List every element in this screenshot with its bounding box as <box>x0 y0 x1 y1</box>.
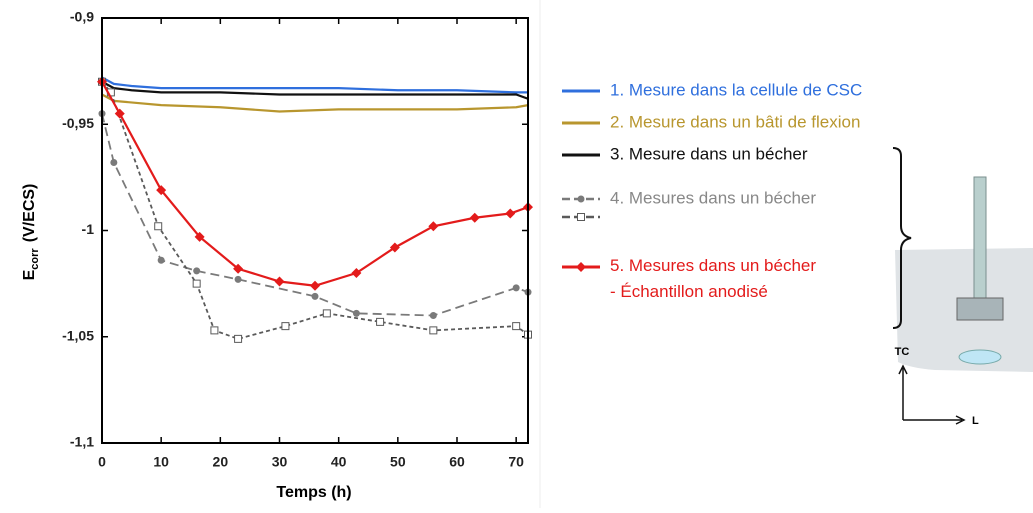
series-line <box>101 113 529 317</box>
marker <box>114 108 125 119</box>
legend-entry <box>562 213 600 221</box>
x-axis-label: Temps (h) <box>276 484 351 501</box>
marker <box>194 231 205 242</box>
marker <box>193 267 201 275</box>
x-tick-label: 70 <box>508 454 524 470</box>
legend-label: 4. Mesures dans un bécher <box>610 188 816 207</box>
holder <box>956 297 1004 321</box>
marker <box>351 268 362 278</box>
axis-label-l: L <box>972 415 979 427</box>
legend-entry: 3. Mesure dans un bécher <box>562 144 808 163</box>
marker <box>429 312 437 319</box>
series-line <box>101 81 529 340</box>
legend-entry: 5. Mesures dans un bécher - Échantillon a… <box>562 256 816 301</box>
legend-label: 2. Mesure dans un bâti de flexion <box>610 112 860 131</box>
marker <box>210 326 219 335</box>
legend-line: 5. Mesures dans un bécher <box>610 256 816 275</box>
marker <box>577 213 585 221</box>
marker <box>389 242 400 253</box>
legend-entry: 4. Mesures dans un bécher <box>562 188 816 207</box>
x-tick-label: 60 <box>449 454 465 470</box>
marker <box>233 263 244 274</box>
marker <box>577 195 585 203</box>
series-line <box>101 80 529 100</box>
marker <box>157 256 165 264</box>
series-line <box>101 81 529 287</box>
plot-frame <box>101 17 529 444</box>
marker <box>310 280 320 291</box>
y-label-main: E <box>21 269 38 280</box>
legend-entry: 2. Mesure dans un bâti de flexion <box>562 112 860 131</box>
marker <box>428 221 439 232</box>
sample-diagram: TC L <box>892 147 1033 427</box>
x-tick-label: 40 <box>331 454 347 470</box>
axis-label-tc: TC <box>895 346 910 358</box>
y-tick-label: -1 <box>82 221 95 237</box>
marker <box>429 326 438 335</box>
marker <box>322 309 331 318</box>
y-label-unit: (V/ECS) <box>21 184 38 243</box>
y-tick-label: -1,05 <box>62 327 94 343</box>
marker <box>512 322 521 331</box>
marker <box>281 322 290 331</box>
marker <box>505 208 516 219</box>
series-line <box>101 76 528 94</box>
marker <box>234 275 242 283</box>
y-label-sub: corr <box>29 248 41 270</box>
legend-label: 3. Mesure dans un bécher <box>610 144 808 163</box>
marker <box>274 276 285 287</box>
marker <box>576 262 586 272</box>
x-tick-label: 20 <box>213 454 229 470</box>
x-tick-label: 0 <box>98 454 106 470</box>
marker <box>311 292 319 300</box>
x-tick-label: 10 <box>153 454 169 470</box>
legend-line: - Échantillon anodisé <box>610 282 768 301</box>
disk <box>958 349 1002 365</box>
y-tick-label: -1,1 <box>70 434 94 450</box>
series-line <box>101 93 529 113</box>
marker <box>234 334 243 343</box>
rod <box>973 176 987 313</box>
y-tick-label: -0,9 <box>70 9 94 25</box>
marker <box>512 284 520 292</box>
x-tick-label: 50 <box>390 454 406 470</box>
legend-label: 1. Mesure dans la cellule de CSC <box>610 80 862 99</box>
marker <box>192 279 201 288</box>
axes-arrows <box>898 364 966 425</box>
marker <box>352 309 360 317</box>
marker <box>110 159 118 166</box>
marker <box>154 222 163 231</box>
y-axis-label: Ecorr (V/ECS) <box>21 184 41 281</box>
marker <box>376 317 385 326</box>
bracket <box>892 147 912 329</box>
x-tick-label: 30 <box>272 454 288 470</box>
marker <box>469 212 480 223</box>
legend-entry: 1. Mesure dans la cellule de CSC <box>562 80 862 99</box>
marker <box>156 185 167 196</box>
legend-label: 5. Mesures dans un bécher - Échantillon a… <box>610 256 816 301</box>
y-tick-label: -0,95 <box>62 115 94 131</box>
